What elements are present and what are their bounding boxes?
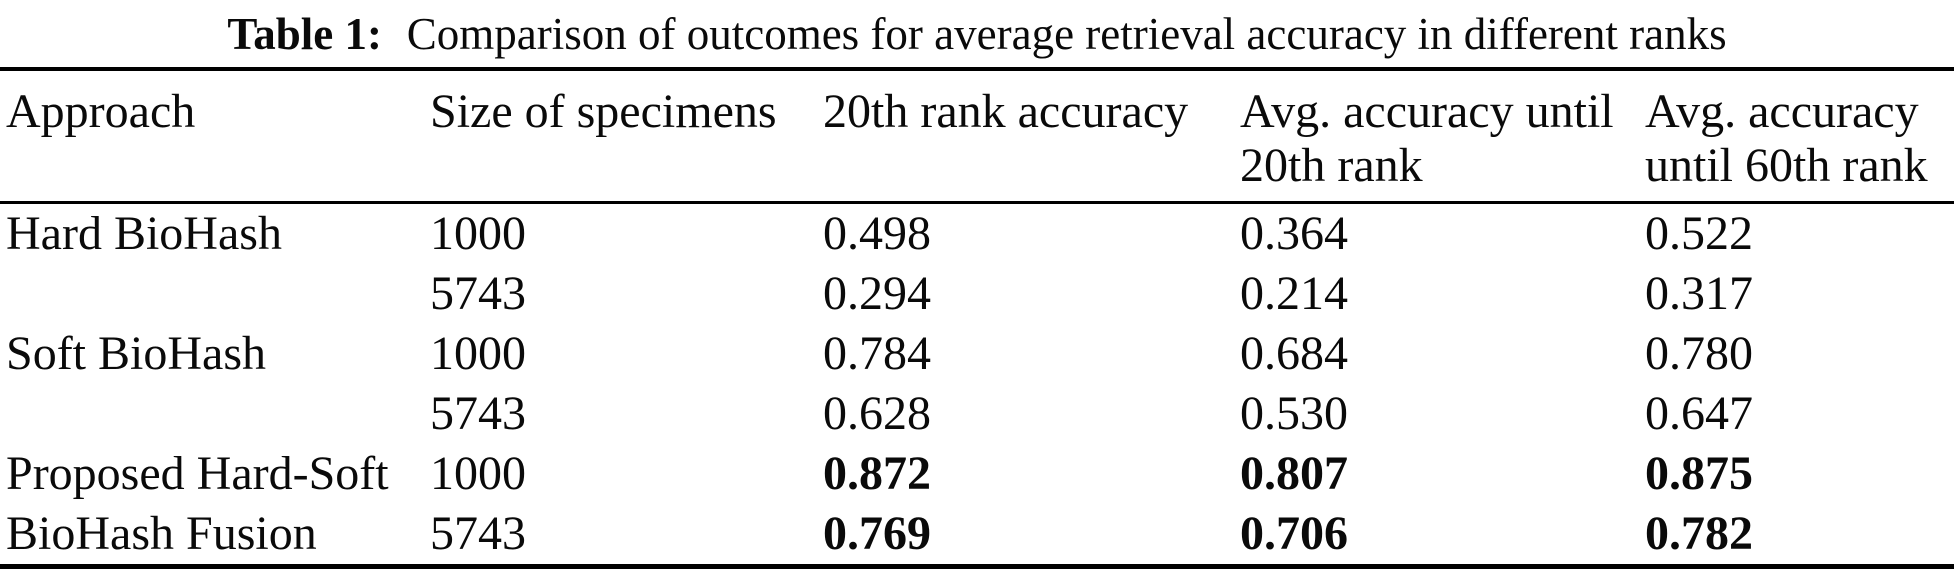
cell-avg-until-60: 0.782 [1645,507,1753,560]
cell-avg-until-60: 0.875 [1645,447,1753,500]
header-row: Approach Size of specimens 20th rank acc… [0,69,1954,203]
table-row: Hard BioHash 1000 0.498 0.364 0.522 [0,203,1954,265]
cell-size: 1000 [430,447,526,500]
cell-approach: Hard BioHash [6,207,282,260]
cell-approach: Proposed Hard-Soft [6,447,389,500]
table-row: 5743 0.294 0.214 0.317 [0,264,1954,324]
cell-avg-until-60: 0.317 [1645,267,1753,320]
cell-avg-until-20: 0.530 [1240,387,1348,440]
header-line: Size of specimens [430,85,777,138]
column-header-avg-accuracy-until-60th-rank: Avg. accuracy until 60th rank [1645,69,1954,203]
cell-avg-until-20: 0.706 [1240,507,1348,560]
cell-rank20-accuracy: 0.294 [823,267,931,320]
cell-size: 5743 [430,507,526,560]
table-row: 5743 0.628 0.530 0.647 [0,384,1954,444]
cell-avg-until-60: 0.780 [1645,327,1753,380]
cell-avg-until-20: 0.214 [1240,267,1348,320]
column-header-size-of-specimens: Size of specimens [430,69,823,203]
cell-approach [0,264,430,324]
cell-size: 5743 [430,267,526,320]
table-caption-text: Comparison of outcomes for average retri… [406,9,1727,59]
header-line: until 60th rank [1645,139,1928,192]
cell-rank20-accuracy: 0.628 [823,387,931,440]
cell-rank20-accuracy: 0.498 [823,207,931,260]
table-row: Proposed Hard-Soft 1000 0.872 0.807 0.87… [0,444,1954,504]
cell-size: 1000 [430,207,526,260]
cell-avg-until-60: 0.647 [1645,387,1753,440]
cell-avg-until-60: 0.522 [1645,207,1753,260]
cell-avg-until-20: 0.684 [1240,327,1348,380]
column-header-avg-accuracy-until-20th-rank: Avg. accuracy until 20th rank [1240,69,1645,203]
cell-size: 5743 [430,387,526,440]
cell-avg-until-20: 0.364 [1240,207,1348,260]
cell-approach: BioHash Fusion [6,507,317,560]
header-line: Approach [6,85,196,138]
table-body: Hard BioHash 1000 0.498 0.364 0.522 5743… [0,203,1954,567]
table-header: Approach Size of specimens 20th rank acc… [0,69,1954,203]
table-row: BioHash Fusion 5743 0.769 0.706 0.782 [0,504,1954,567]
table-caption: Table 1: Comparison of outcomes for avera… [0,0,1954,60]
cell-approach: Soft BioHash [6,327,267,380]
cell-rank20-accuracy: 0.872 [823,447,931,500]
cell-size: 1000 [430,327,526,380]
header-line: 20th rank [1240,139,1423,192]
cell-rank20-accuracy: 0.769 [823,507,931,560]
comparison-table: Approach Size of specimens 20th rank acc… [0,67,1954,569]
header-line: 20th rank accuracy [823,85,1189,138]
header-line: Avg. accuracy until [1240,85,1614,138]
column-header-20th-rank-accuracy: 20th rank accuracy [823,69,1240,203]
cell-avg-until-20: 0.807 [1240,447,1348,500]
column-header-approach: Approach [0,69,430,203]
header-line: Avg. accuracy [1645,85,1919,138]
table-row: Soft BioHash 1000 0.784 0.684 0.780 [0,324,1954,384]
cell-approach [0,384,430,444]
table-caption-label: Table 1: [227,9,382,59]
cell-rank20-accuracy: 0.784 [823,327,931,380]
